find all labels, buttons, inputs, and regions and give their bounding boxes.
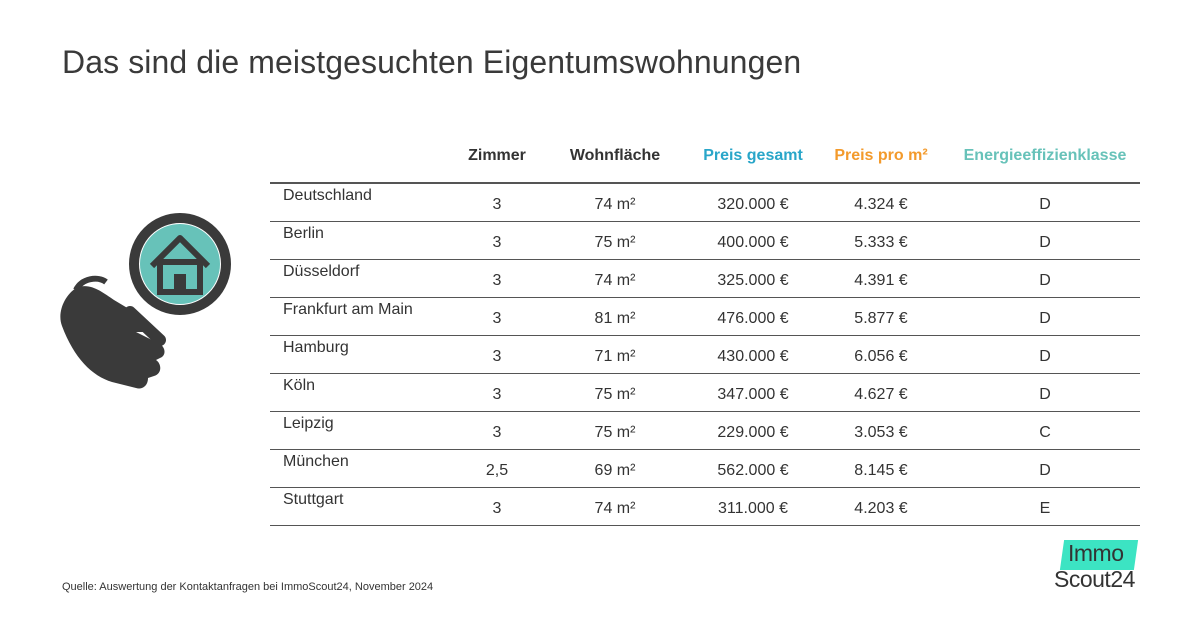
table-row: Frankfurt am Main 3 81 m² 476.000 €5.877 € D [270,297,1140,336]
cell-price-per-sqm: 5.877 € [812,297,950,336]
cell-area: 75 m² [536,373,694,412]
cell-rooms: 3 [458,411,536,450]
cell-rooms: 3 [458,183,536,222]
cell-price-per-sqm: 4.324 € [812,183,950,222]
cell-rooms: 3 [458,221,536,260]
hand-holding-magnifier-house-icon [52,208,242,403]
logo-line-1: Immo [1068,540,1124,566]
cell-rooms: 3 [458,487,536,526]
cell-price-total: 400.000 € [694,221,812,260]
table-row: Hamburg 3 71 m² 430.000 €6.056 € D [270,335,1140,374]
cell-energy-class: D [950,221,1140,260]
header-rooms: Zimmer [458,130,536,184]
cell-rooms: 3 [458,373,536,412]
cell-area: 74 m² [536,183,694,222]
cell-price-total: 311.000 € [694,487,812,526]
cell-price-per-sqm: 4.627 € [812,373,950,412]
cell-energy-class: C [950,411,1140,450]
cell-city: Berlin [270,221,458,260]
cell-area: 74 m² [536,487,694,526]
table-row: Stuttgart 3 74 m² 311.000 €4.203 € E [270,487,1140,526]
source-note: Quelle: Auswertung der Kontaktanfragen b… [62,581,434,593]
cell-energy-class: D [950,297,1140,336]
cell-energy-class: E [950,487,1140,526]
cell-rooms: 2,5 [458,449,536,488]
table-row: Düsseldorf 3 74 m² 325.000 €4.391 € D [270,259,1140,298]
header-price-per-sqm: Preis pro m² [812,130,950,184]
cell-rooms: 3 [458,297,536,336]
cell-area: 75 m² [536,411,694,450]
cell-price-per-sqm: 3.053 € [812,411,950,450]
cell-area: 81 m² [536,297,694,336]
cell-city: Stuttgart [270,487,458,526]
cell-price-total: 347.000 € [694,373,812,412]
cell-price-total: 476.000 € [694,297,812,336]
cell-city: Deutschland [270,183,458,222]
cell-price-per-sqm: 5.333 € [812,221,950,260]
table-row: Deutschland 3 74 m² 320.000 €4.324 € D [270,183,1140,222]
cell-energy-class: D [950,449,1140,488]
cell-area: 71 m² [536,335,694,374]
header-energy-class: Energieeffizienklasse [950,130,1140,184]
cell-price-total: 430.000 € [694,335,812,374]
cell-rooms: 3 [458,259,536,298]
cell-city: Düsseldorf [270,259,458,298]
cell-city: München [270,449,458,488]
page-title: Das sind die meistgesuchten Eigentumswoh… [62,44,802,80]
cell-price-per-sqm: 4.391 € [812,259,950,298]
cell-area: 75 m² [536,221,694,260]
table-row: Berlin 3 75 m² 400.000 €5.333 € D [270,221,1140,260]
cell-energy-class: D [950,335,1140,374]
cell-city: Köln [270,373,458,412]
cell-price-total: 562.000 € [694,449,812,488]
cell-energy-class: D [950,259,1140,298]
data-table: Zimmer Wohnfläche Preis gesamt Preis pro… [270,130,1140,526]
cell-area: 74 m² [536,259,694,298]
cell-price-total: 320.000 € [694,183,812,222]
header-city [270,130,458,184]
header-area: Wohnfläche [536,130,694,184]
table-header-row: Zimmer Wohnfläche Preis gesamt Preis pro… [270,130,1140,184]
table-row: Köln 3 75 m² 347.000 €4.627 € D [270,373,1140,412]
header-price-total: Preis gesamt [694,130,812,184]
cell-city: Frankfurt am Main [270,297,458,336]
cell-price-total: 325.000 € [694,259,812,298]
cell-area: 69 m² [536,449,694,488]
cell-energy-class: D [950,373,1140,412]
cell-city: Leipzig [270,411,458,450]
cell-energy-class: D [950,183,1140,222]
table-row: Leipzig 3 75 m² 229.000 €3.053 € C [270,411,1140,450]
cell-price-per-sqm: 4.203 € [812,487,950,526]
cell-rooms: 3 [458,335,536,374]
cell-city: Hamburg [270,335,458,374]
cell-price-total: 229.000 € [694,411,812,450]
table-row: München 2,5 69 m² 562.000 €8.145 € D [270,449,1140,488]
logo-line-2: Scout24 [1054,566,1135,592]
cell-price-per-sqm: 8.145 € [812,449,950,488]
cell-price-per-sqm: 6.056 € [812,335,950,374]
